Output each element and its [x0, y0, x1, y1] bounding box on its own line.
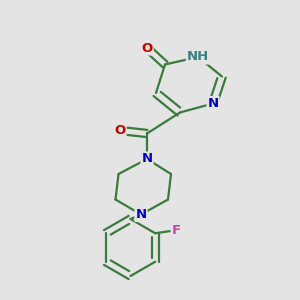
Text: O: O — [141, 41, 153, 55]
Text: NH: NH — [187, 50, 209, 64]
Text: O: O — [114, 124, 126, 137]
Text: N: N — [207, 97, 219, 110]
Text: F: F — [172, 224, 181, 237]
Text: N: N — [141, 152, 153, 166]
Text: N: N — [135, 208, 147, 221]
